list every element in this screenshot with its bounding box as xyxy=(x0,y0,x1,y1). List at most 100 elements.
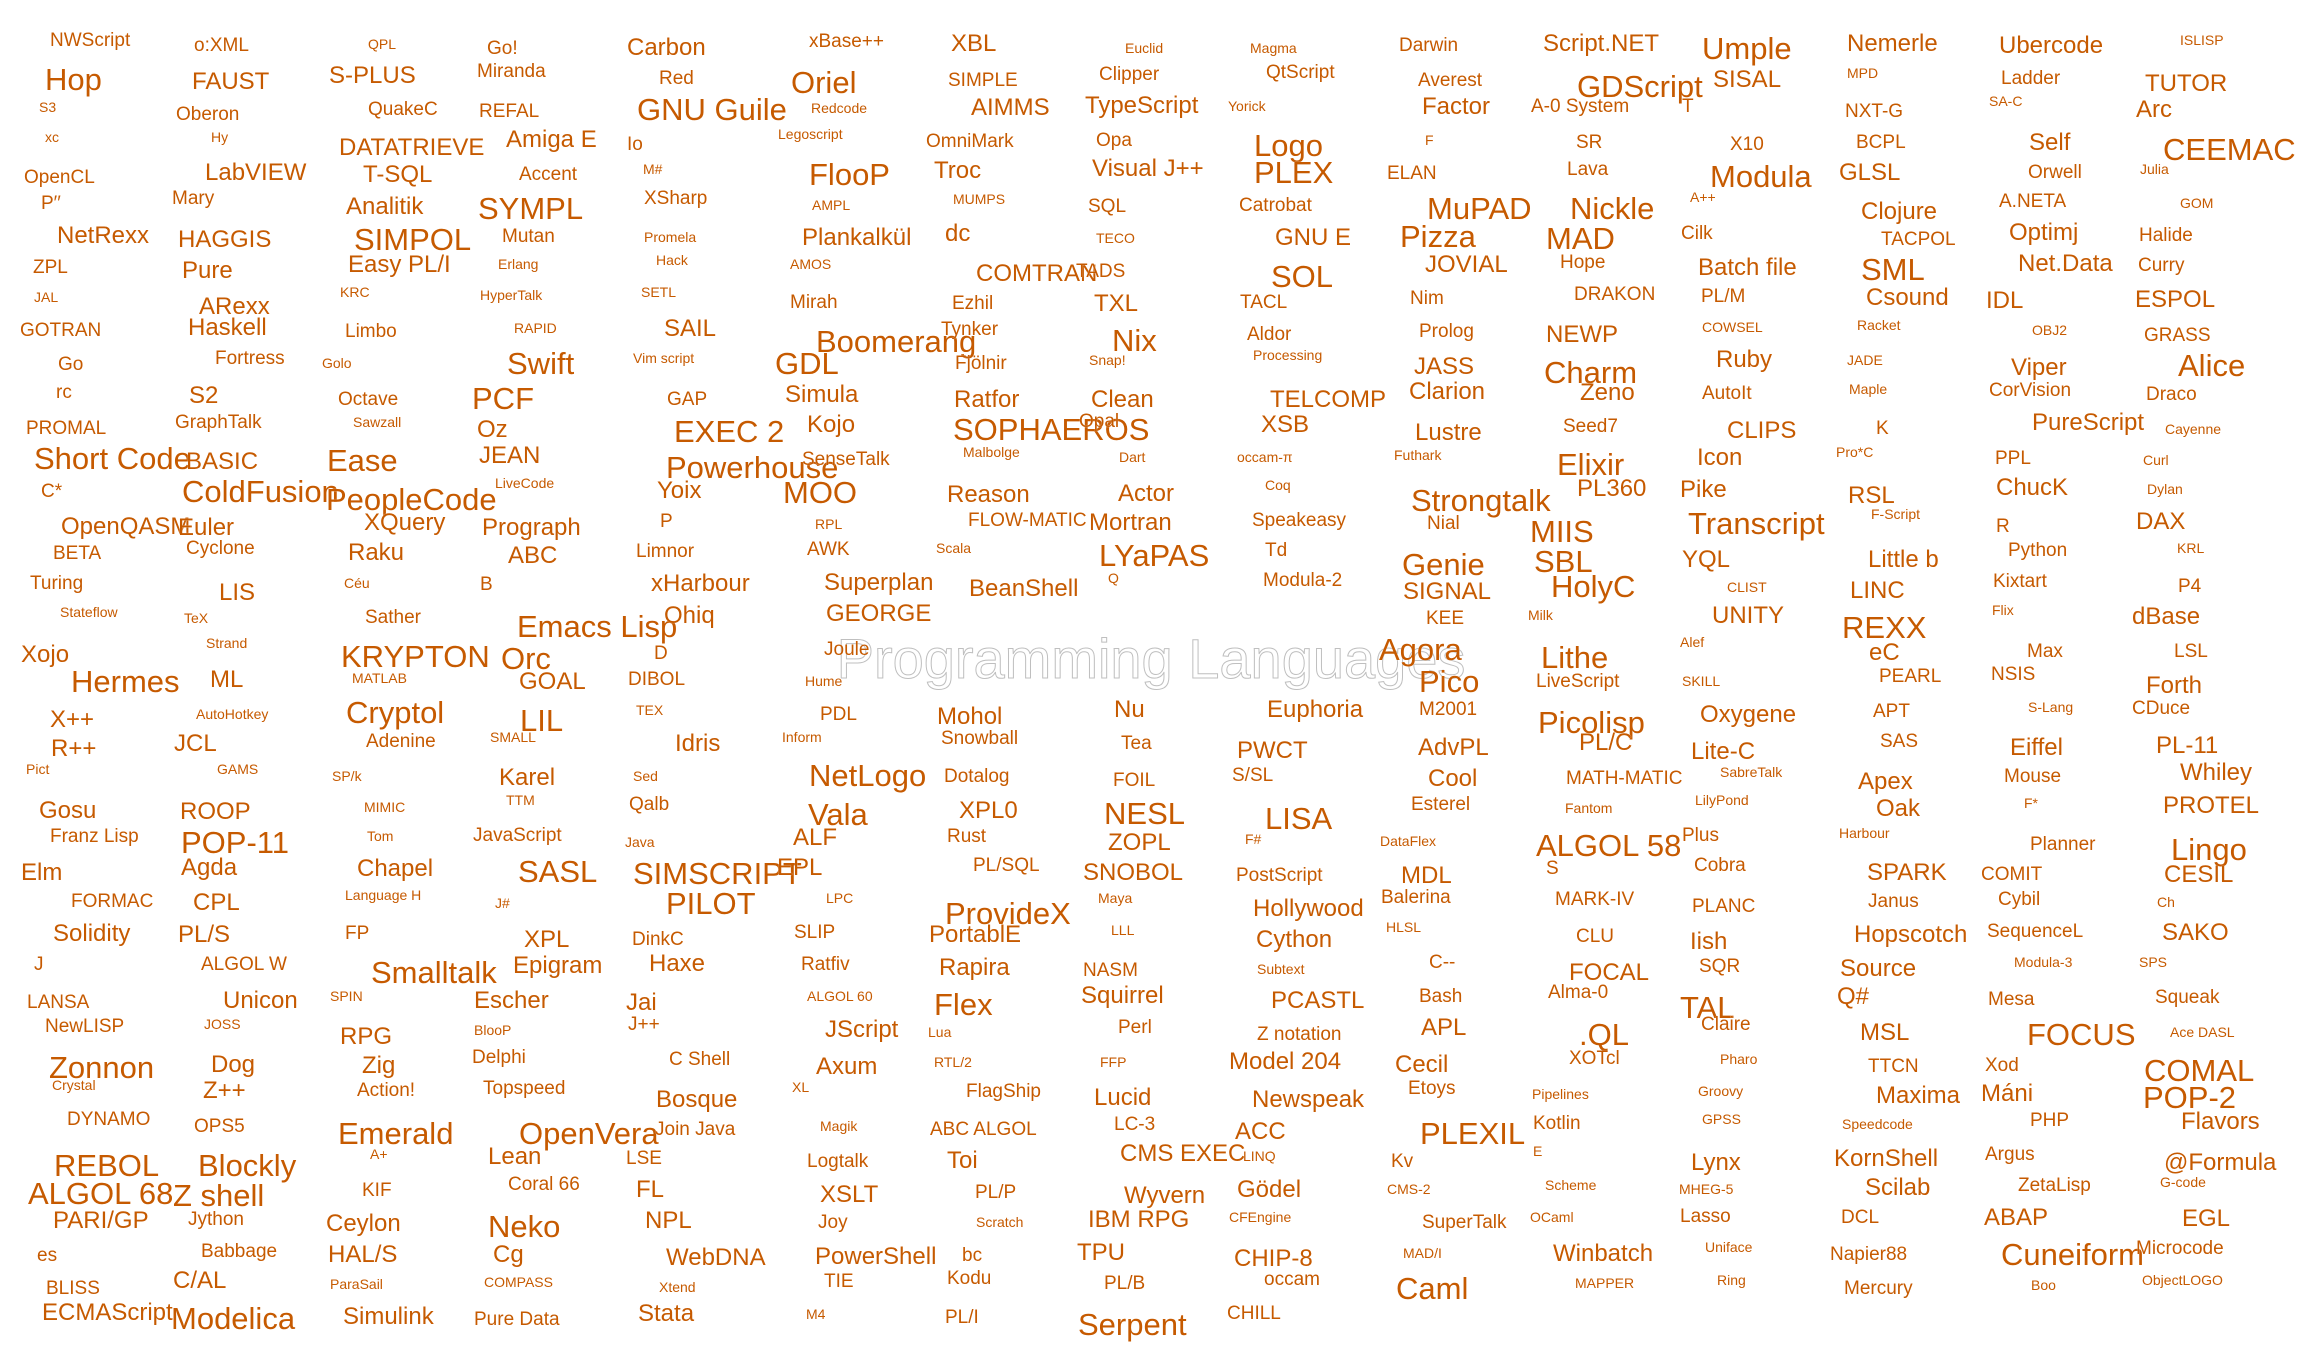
word-label: SQL xyxy=(1088,196,1127,217)
word-label: DAX xyxy=(2136,508,2186,535)
word-label: Magma xyxy=(1250,40,1297,56)
word-label: @Formula xyxy=(2164,1149,2277,1176)
word-label: AutoHotkey xyxy=(196,706,269,722)
word-label: SIMPOL xyxy=(354,222,472,257)
word-label: Joule xyxy=(824,639,870,660)
word-label: Rust xyxy=(947,826,987,847)
word-label: DIBOL xyxy=(628,669,686,690)
word-label: T-SQL xyxy=(363,161,433,188)
word-label: dBase xyxy=(2132,603,2201,630)
word-label: SP/k xyxy=(332,768,362,784)
word-label: Forth xyxy=(2146,672,2203,699)
word-label: Speedcode xyxy=(1842,1116,1913,1132)
word-label: Ohiq xyxy=(664,602,715,629)
word-label: SabreTalk xyxy=(1720,764,1783,780)
word-label: Cuneiform xyxy=(2001,1237,2144,1272)
word-label: Argus xyxy=(1985,1144,2035,1165)
word-label: Golo xyxy=(322,355,352,371)
word-label: PL360 xyxy=(1577,475,1647,502)
word-label: FFP xyxy=(1100,1054,1127,1070)
word-label: SKILL xyxy=(1682,673,1721,689)
word-label: Io xyxy=(627,134,643,155)
word-label: YQL xyxy=(1682,546,1731,573)
word-label: CPL xyxy=(193,889,240,916)
word-label: S3 xyxy=(39,99,57,115)
word-label: LC-3 xyxy=(1114,1114,1156,1135)
word-label: Wyvern xyxy=(1124,1182,1206,1209)
word-label: ChucK xyxy=(1996,474,2069,501)
word-label: Racket xyxy=(1857,317,1901,333)
word-label: Harbour xyxy=(1839,825,1890,841)
word-label: Dotalog xyxy=(944,766,1010,787)
word-label: Promela xyxy=(644,229,697,245)
word-label: ZPL xyxy=(33,257,68,278)
word-label: NEWP xyxy=(1546,321,1618,348)
word-label: Sawzall xyxy=(353,414,402,430)
word-label: DATATRIEVE xyxy=(339,134,485,161)
word-label: rc xyxy=(56,382,72,403)
word-label: Clojure xyxy=(1861,198,1938,225)
word-label: eC xyxy=(1869,639,1900,666)
word-label: Z notation xyxy=(1257,1024,1342,1045)
word-label: TXL xyxy=(1094,290,1139,317)
word-label: XBL xyxy=(951,30,997,57)
word-label: Idris xyxy=(675,730,721,757)
word-label: C* xyxy=(41,481,63,502)
word-label: dc xyxy=(945,220,971,247)
word-label: Strand xyxy=(206,635,248,651)
word-label: CFEngine xyxy=(1229,1209,1292,1225)
word-label: BlooP xyxy=(474,1022,512,1038)
word-label: Apex xyxy=(1858,768,1913,795)
word-label: Joy xyxy=(818,1212,848,1233)
word-label: GAMS xyxy=(217,761,259,777)
word-label: WebDNA xyxy=(666,1244,766,1271)
word-label: KRYPTON xyxy=(341,639,490,674)
word-label: Nial xyxy=(1427,513,1460,534)
word-label: LilyPond xyxy=(1695,792,1749,808)
word-label: Franz Lisp xyxy=(50,826,139,847)
word-label: KRL xyxy=(2177,540,2205,556)
word-label: Rapira xyxy=(939,954,1010,981)
word-label: APL xyxy=(1421,1014,1467,1041)
word-label: Modelica xyxy=(171,1301,296,1336)
word-label: SA-C xyxy=(1989,93,2023,109)
word-label: Curry xyxy=(2138,255,2185,276)
word-label: ZetaLisp xyxy=(2018,1175,2091,1196)
word-label: M4 xyxy=(806,1306,826,1322)
word-label: X++ xyxy=(50,706,95,733)
word-label: MOO xyxy=(783,475,858,510)
word-label: S-PLUS xyxy=(329,62,416,89)
word-label: Máni xyxy=(1981,1080,2034,1107)
word-label: TTCN xyxy=(1868,1056,1919,1077)
word-label: SuperTalk xyxy=(1422,1212,1507,1233)
word-label: Maple xyxy=(1849,381,1888,397)
word-label: Smalltalk xyxy=(371,955,497,990)
word-label: ABC ALGOL xyxy=(930,1119,1037,1140)
word-label: Td xyxy=(1265,540,1288,561)
word-label: MSL xyxy=(1860,1019,1910,1046)
word-label: TADS xyxy=(1076,261,1126,282)
word-label: Agda xyxy=(181,854,238,881)
word-label: FOCUS xyxy=(2027,1017,2136,1052)
word-label: JOSS xyxy=(204,1016,241,1032)
word-label: Dart xyxy=(1119,449,1146,465)
word-label: Umple xyxy=(1702,31,1792,66)
word-label: Catrobat xyxy=(1239,195,1312,216)
word-label: Orc xyxy=(501,641,551,676)
word-label: TTM xyxy=(506,792,535,808)
word-label: OPS5 xyxy=(194,1116,245,1137)
word-label: Mutan xyxy=(502,226,555,247)
word-label: NXT-G xyxy=(1845,101,1904,122)
word-label: GRASS xyxy=(2144,325,2211,346)
word-label: Nemerle xyxy=(1847,30,1938,57)
word-label: JASS xyxy=(1414,353,1475,380)
word-label: FLOW-MATIC xyxy=(968,510,1087,531)
word-label: Crystal xyxy=(52,1077,96,1093)
word-label: Maxima xyxy=(1876,1082,1961,1109)
word-label: Go! xyxy=(487,38,518,59)
word-label: Draco xyxy=(2146,384,2197,405)
word-label: T xyxy=(1682,96,1694,117)
word-label: MIMIC xyxy=(364,799,406,815)
word-label: BeanShell xyxy=(969,575,1079,602)
